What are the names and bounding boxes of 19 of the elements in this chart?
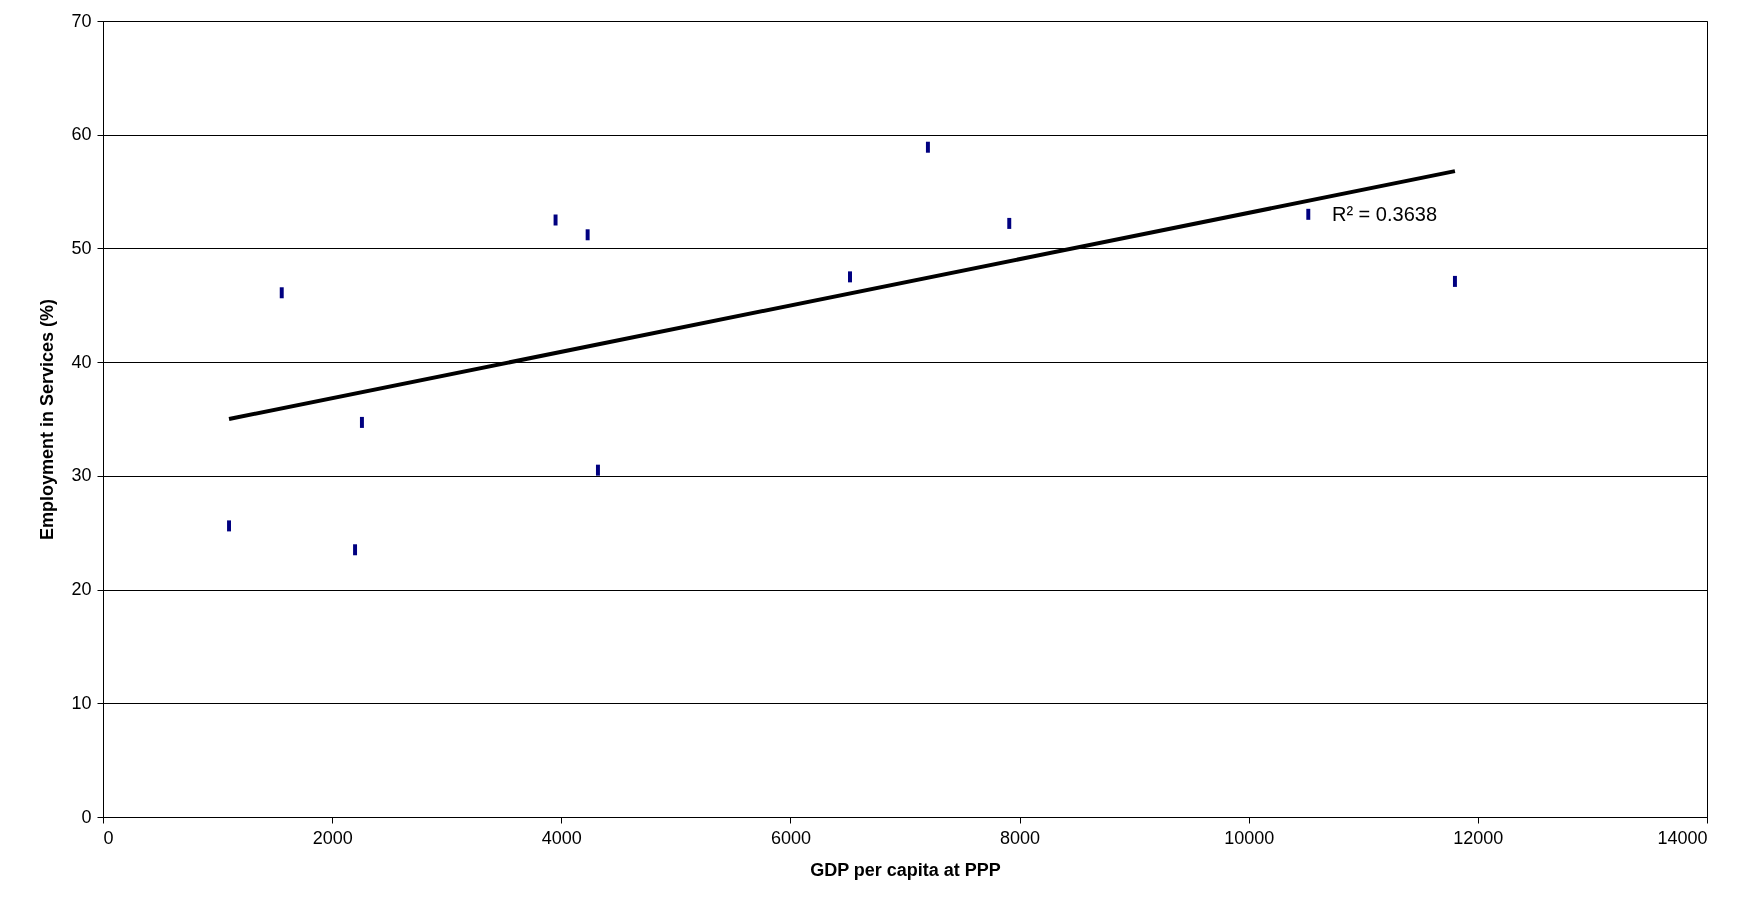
x-tick-label: 10000: [1224, 827, 1275, 848]
x-tick-label: 8000: [1000, 827, 1041, 848]
y-tick-label: 60: [71, 124, 92, 145]
y-axis-title: Employment in Services (%): [37, 298, 58, 541]
y-tick-label: 0: [81, 806, 92, 827]
x-tick-label: 12000: [1453, 827, 1504, 848]
y-tick-label: 30: [71, 465, 92, 486]
y-tick-label: 50: [71, 237, 92, 258]
y-tick-label: 70: [71, 10, 92, 31]
x-tick-label: 2000: [312, 827, 353, 848]
y-tick-label: 40: [71, 351, 92, 372]
x-tick-label: 6000: [770, 827, 811, 848]
x-tick-label: 4000: [541, 827, 582, 848]
x-tick-label: 14000: [1657, 827, 1708, 848]
annotation: R² = 0.3638: [1331, 203, 1438, 226]
x-axis-title: GDP per capita at PPP: [810, 859, 1001, 880]
x-tick-label: 0: [103, 827, 114, 848]
y-tick-label: 20: [71, 579, 92, 600]
y-tick-label: 10: [71, 692, 92, 713]
